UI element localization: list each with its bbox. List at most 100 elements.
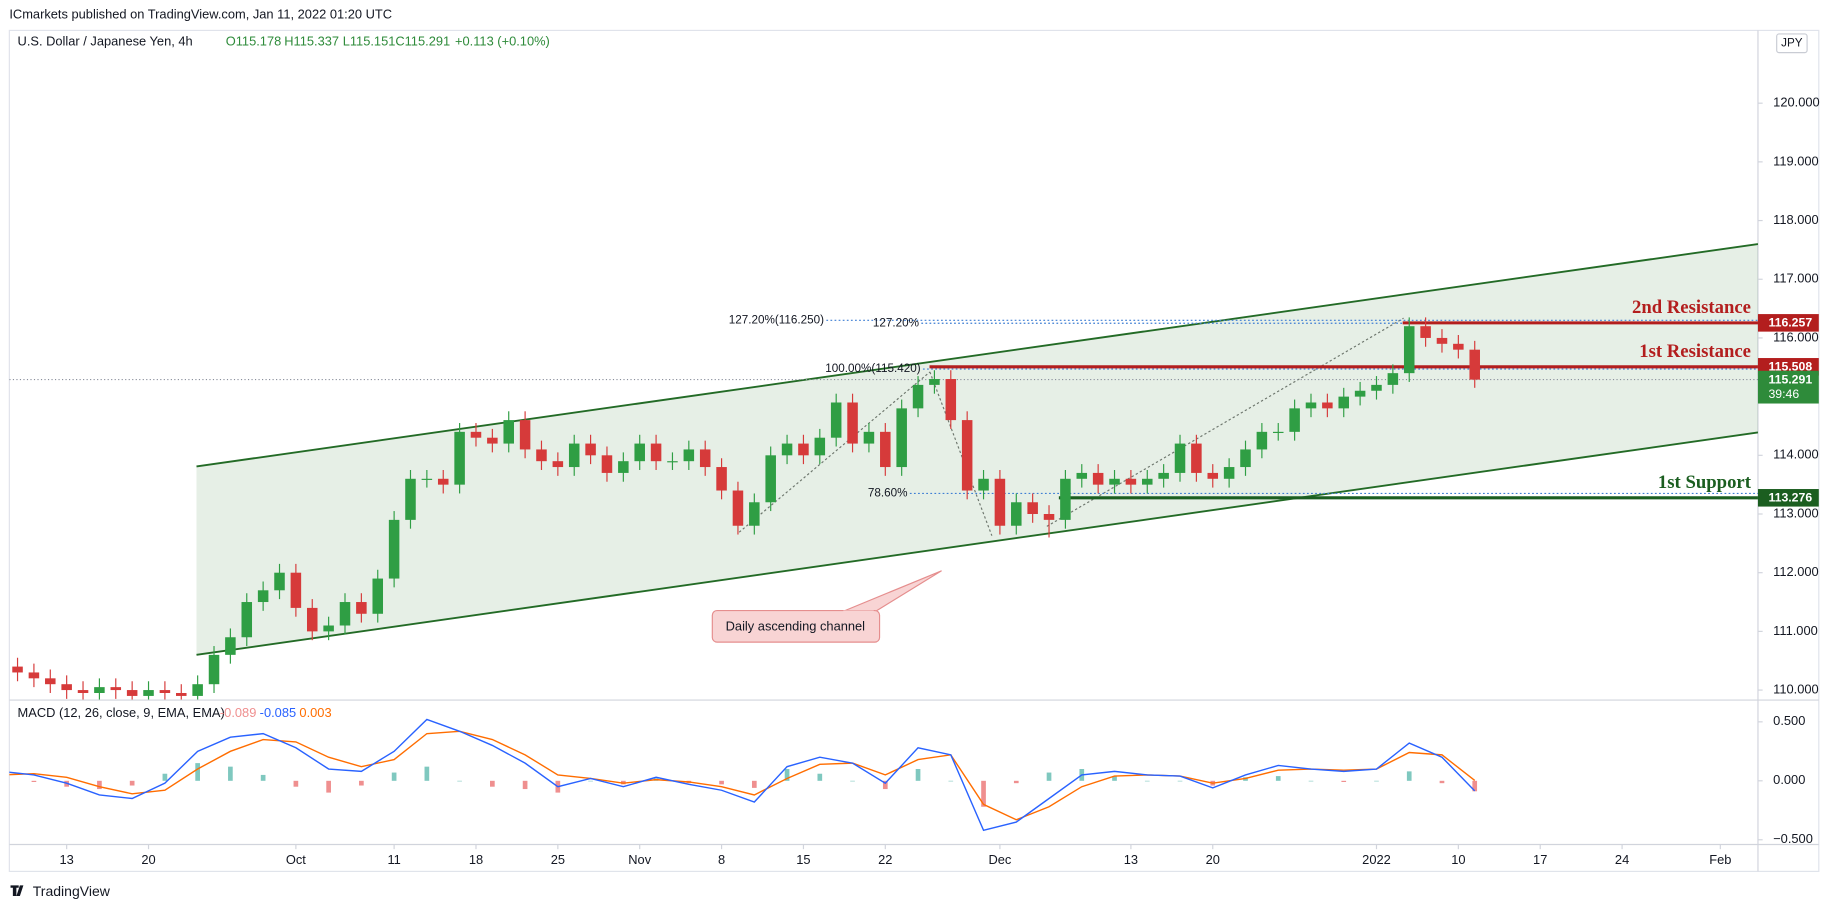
currency: JPY (1781, 36, 1803, 49)
candle-body (978, 478, 989, 491)
candle-body (470, 431, 482, 438)
candle-body (732, 490, 744, 526)
candle-body (12, 666, 23, 673)
candle-body (1125, 478, 1137, 485)
candle-body (405, 478, 416, 520)
histogram-bar (162, 773, 168, 781)
histogram-bar (1013, 780, 1019, 784)
candle-body (94, 687, 105, 693)
level-name: 1st Support (1658, 472, 1752, 493)
histogram-bar (424, 766, 430, 781)
x-tick-label: Nov (628, 852, 651, 867)
candle-body (781, 443, 793, 456)
candle-body (225, 637, 236, 655)
histogram-bar (1341, 780, 1347, 782)
channel-line (196, 431, 1758, 656)
channel-line (196, 243, 1758, 468)
x-tick-label: Feb (1709, 852, 1731, 867)
x-tick-label: 22 (878, 852, 892, 867)
callout-box (711, 609, 881, 643)
candle-body (1420, 326, 1431, 338)
x-tick-label: 11 (387, 852, 400, 867)
candle-body (1387, 373, 1399, 385)
histogram-bar (97, 780, 102, 790)
x-tick-label: 2022 (1362, 852, 1391, 867)
price-tag (1757, 314, 1819, 332)
candle-body (306, 607, 318, 632)
histogram-bar (588, 780, 593, 782)
candle-body (765, 455, 776, 503)
ohlc-value: C115.291 (395, 34, 450, 49)
candle-body (847, 402, 858, 444)
level-name: 1st Resistance (1639, 341, 1751, 362)
y-tick-label: 112.000 (1773, 564, 1819, 579)
histogram-bar (31, 780, 37, 782)
footer: TradingView (33, 883, 111, 899)
y-tick-label: 111.000 (1773, 623, 1818, 638)
candle-body (1191, 443, 1202, 473)
x-tick-label: 10 (1451, 852, 1465, 867)
candle-body (945, 379, 957, 421)
candle-body (437, 478, 449, 485)
candle-body (749, 502, 760, 526)
y-tick-label: 118.000 (1773, 212, 1819, 227)
candle-body (1142, 478, 1153, 485)
histogram-bar (457, 780, 462, 782)
histogram-bar (882, 780, 888, 790)
candle-body (28, 672, 40, 679)
candle-body (487, 437, 498, 444)
fib-trend (929, 371, 993, 536)
last-price-tag (1757, 370, 1819, 404)
price-pane (9, 243, 1758, 700)
y-tick-label: 110.000 (1773, 681, 1819, 696)
fib-label: 127.20% (873, 316, 919, 329)
last-price-label: 115.291 (1769, 372, 1813, 386)
candle-body (192, 684, 203, 696)
candle-body (650, 443, 662, 462)
candle-body (274, 572, 285, 591)
candle-body (716, 467, 727, 491)
ohlc-value: +0.113 (+0.10%) (455, 34, 550, 49)
candle-body (1027, 502, 1038, 515)
histogram-bar (1374, 780, 1379, 782)
candle-body (1354, 390, 1366, 397)
candle-body (601, 455, 613, 473)
macd-tick-label: −0.500 (1773, 831, 1813, 846)
candle-body (830, 402, 842, 438)
candle-body (110, 687, 122, 691)
candle-body (61, 684, 72, 691)
histogram-bar (1406, 771, 1412, 781)
fib-label: 100.00%(115.420) (825, 362, 920, 375)
histogram-bar (195, 763, 200, 781)
price-tag-label: 116.257 (1769, 316, 1813, 330)
histogram-bar (1275, 776, 1281, 781)
candle-body (1011, 502, 1022, 526)
candle-body (634, 443, 645, 462)
candle-body (1256, 431, 1268, 450)
candle-body (143, 690, 154, 696)
macd-legend-value: -0.089 (220, 705, 256, 720)
histogram-bar (1177, 780, 1183, 782)
histogram-bar (784, 769, 790, 781)
histogram-bar (719, 780, 724, 785)
candle-body (519, 420, 531, 450)
candle-body (1240, 449, 1251, 468)
candle-body (863, 431, 875, 444)
histogram-bar (1046, 772, 1052, 781)
x-tick-label: 13 (60, 852, 74, 867)
histogram-bar (359, 780, 364, 786)
candle-body (339, 602, 351, 626)
x-tick-label: 8 (718, 852, 725, 867)
candle-body (1060, 478, 1071, 520)
price-tag-label: 115.508 (1769, 360, 1813, 374)
candle-body (929, 379, 940, 385)
candle-body (388, 519, 400, 579)
legend-title: U.S. Dollar / Japanese Yen, 4h (18, 34, 193, 49)
histogram-bar (391, 772, 397, 781)
candle-body (126, 690, 138, 696)
fib-label: 78.60% (868, 487, 908, 500)
candle-body (961, 420, 973, 491)
candle-body (814, 437, 826, 456)
candle-body (77, 690, 89, 693)
histogram-bar (981, 780, 986, 807)
